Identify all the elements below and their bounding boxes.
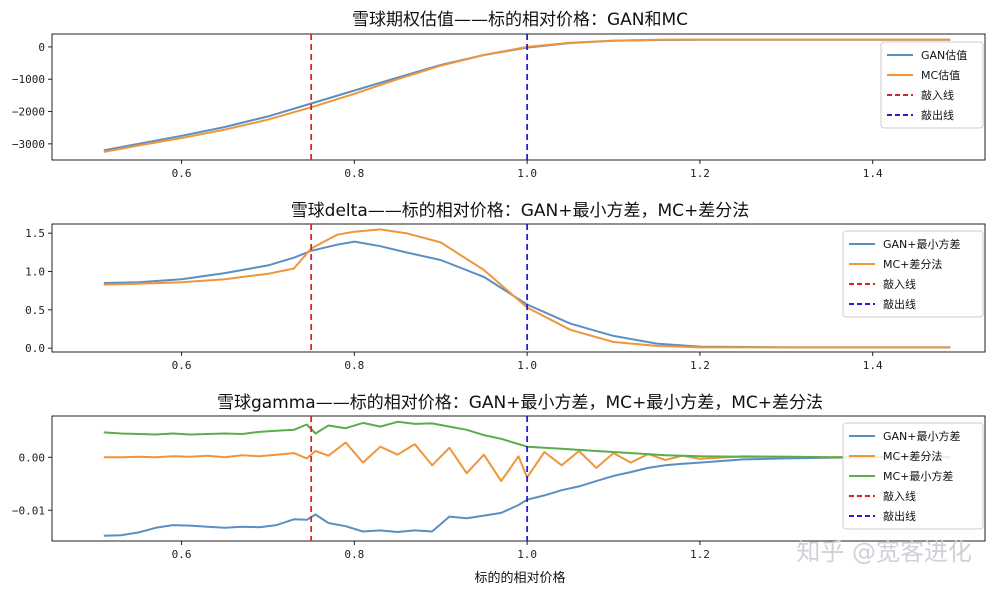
y-tick-label: 0.0 — [25, 342, 45, 355]
legend-label: GAN估值 — [921, 49, 967, 62]
watermark: 知乎 @宽客进化 — [796, 538, 972, 566]
y-tick-label: −3000 — [12, 138, 45, 151]
legend-label: 敲出线 — [883, 297, 916, 311]
chart-title-delta: 雪球delta——标的相对价格：GAN+最小方差，MC+差分法 — [291, 201, 750, 221]
y-tick-label: −0.01 — [12, 504, 45, 517]
legend-box — [842, 422, 984, 530]
x-tick-label: 1.2 — [690, 167, 710, 180]
axes-frame-valuation — [51, 33, 986, 161]
x-tick-label: 1.0 — [517, 359, 537, 372]
legend-label: MC+差分法 — [883, 257, 942, 271]
x-tick-label: 0.8 — [344, 548, 364, 561]
legend-box — [880, 41, 984, 129]
axes-frame-delta — [51, 223, 986, 353]
legend-label: MC+最小方差 — [883, 469, 953, 483]
x-tick-label: 0.8 — [344, 167, 364, 180]
x-tick-label: 0.6 — [172, 548, 192, 561]
y-tick-label: 0 — [38, 41, 45, 54]
x-tick-label: 0.6 — [172, 167, 192, 180]
plot-area-delta: 0.6 0.8 1.0 1.2 1.4 0.0 0.5 1.0 1.5 GAN+最小方差 MC+差分… — [25, 223, 986, 372]
y-tick-label: 0.5 — [25, 304, 45, 317]
legend-label: GAN+最小方差 — [883, 237, 961, 251]
legend-label: 敲入线 — [883, 277, 916, 291]
legend-label: 敲出线 — [921, 108, 954, 122]
x-axis-label-gamma: 标的的相对价格 — [474, 570, 565, 586]
x-tick-label: 1.4 — [863, 359, 883, 372]
chart-title-valuation: 雪球期权估值——标的相对价格：GAN和MC — [352, 10, 688, 30]
y-tick-label: 1.0 — [25, 266, 45, 279]
x-tick-label: 1.0 — [517, 548, 537, 561]
series-line-valuation-1 — [103, 38, 951, 153]
legend-label: GAN+最小方差 — [883, 429, 961, 443]
legend-label: 敲出线 — [883, 509, 916, 523]
plot-area-gamma: 0.6 0.8 1.0 1.2 0.00 −0.01 GAN+最小方差 MC+差分法 MC+最小… — [12, 415, 986, 561]
legend-label: 敲入线 — [921, 88, 954, 102]
x-tick-label: 1.2 — [690, 359, 710, 372]
legend-label: MC估值 — [921, 69, 960, 82]
x-tick-label: 0.8 — [344, 359, 364, 372]
x-tick-label: 1.4 — [863, 167, 883, 180]
legend-label: 敲入线 — [883, 489, 916, 503]
legend-box — [842, 230, 984, 318]
panel-delta: 雪球delta——标的相对价格：GAN+最小方差，MC+差分法 0.6 0.8 1.… — [25, 201, 986, 372]
series-line-delta-0 — [103, 240, 951, 349]
y-tick-label: 0.00 — [19, 451, 46, 464]
plot-area-valuation: 0.6 0.8 1.0 1.2 1.4 0 −1000 −2000 −3000 GAN估值 MC估值… — [12, 33, 986, 180]
panel-valuation: 雪球期权估值——标的相对价格：GAN和MC 0.6 0.8 1.0 1.2 1.4 0 −1… — [12, 10, 986, 180]
legend-label: MC+差分法 — [883, 449, 942, 463]
series-line-gamma-2 — [103, 420, 951, 459]
series-line-delta-1 — [103, 228, 951, 349]
series-line-gamma-0 — [103, 456, 951, 537]
y-tick-label: −2000 — [12, 106, 45, 119]
x-tick-label: 1.2 — [690, 548, 710, 561]
y-tick-label: 1.5 — [25, 227, 45, 240]
y-tick-label: −1000 — [12, 73, 45, 86]
x-tick-label: 1.0 — [517, 167, 537, 180]
axes-frame-gamma — [51, 415, 986, 542]
x-tick-label: 0.6 — [172, 359, 192, 372]
panel-gamma: 雪球gamma——标的相对价格：GAN+最小方差，MC+最小方差，MC+差分法 … — [12, 393, 986, 586]
chart-title-gamma: 雪球gamma——标的相对价格：GAN+最小方差，MC+最小方差，MC+差分法 — [217, 393, 823, 413]
